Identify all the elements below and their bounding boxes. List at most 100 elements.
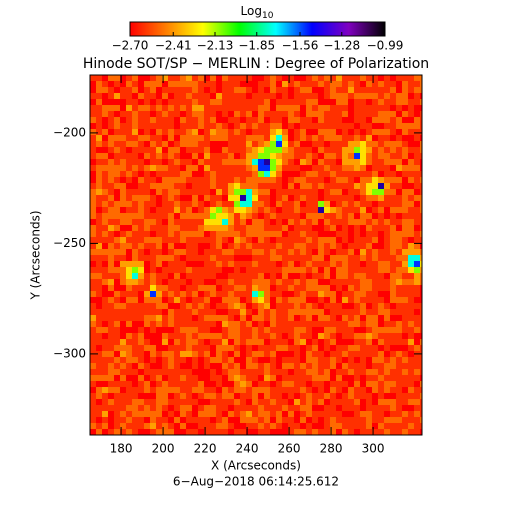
map-cell: [198, 159, 204, 165]
map-cell: [336, 357, 342, 363]
map-cell: [372, 405, 378, 411]
map-cell: [210, 153, 216, 159]
map-cell: [264, 225, 270, 231]
map-cell: [132, 303, 138, 309]
map-cell: [102, 393, 108, 399]
map-cell: [414, 219, 420, 225]
map-cell: [318, 303, 324, 309]
map-cell: [114, 303, 120, 309]
map-cell: [390, 189, 396, 195]
map-cell: [174, 351, 180, 357]
map-cell: [240, 321, 246, 327]
map-cell: [228, 261, 234, 267]
map-cell: [342, 273, 348, 279]
map-cell: [204, 111, 210, 117]
map-cell: [348, 99, 354, 105]
map-cell: [312, 111, 318, 117]
map-cell: [318, 93, 324, 99]
map-cell: [360, 129, 366, 135]
map-cell: [276, 285, 282, 291]
map-cell: [414, 369, 420, 375]
map-cell: [132, 273, 138, 279]
map-cell: [120, 339, 126, 345]
map-cell: [306, 177, 312, 183]
map-cell: [90, 267, 96, 273]
map-cell: [264, 393, 270, 399]
map-cell: [168, 189, 174, 195]
map-cell: [420, 129, 422, 135]
map-cell: [270, 105, 276, 111]
map-cell: [132, 207, 138, 213]
map-cell: [138, 237, 144, 243]
map-cell: [264, 105, 270, 111]
map-cell: [120, 201, 126, 207]
map-cell: [336, 417, 342, 423]
map-cell: [390, 303, 396, 309]
map-cell: [276, 171, 282, 177]
map-cell: [168, 321, 174, 327]
map-cell: [120, 111, 126, 117]
map-cell: [132, 291, 138, 297]
map-cell: [156, 183, 162, 189]
map-cell: [384, 195, 390, 201]
map-cell: [354, 141, 360, 147]
map-cell: [366, 237, 372, 243]
map-cell: [102, 375, 108, 381]
map-cell: [168, 177, 174, 183]
map-cell: [222, 381, 228, 387]
map-cell: [252, 123, 258, 129]
map-cell: [120, 207, 126, 213]
map-cell: [234, 291, 240, 297]
map-cell: [372, 147, 378, 153]
map-cell: [120, 411, 126, 417]
map-cell: [342, 75, 348, 81]
map-cell: [240, 345, 246, 351]
map-cell: [258, 87, 264, 93]
map-cell: [402, 261, 408, 267]
map-cell: [126, 201, 132, 207]
map-cell: [102, 411, 108, 417]
map-cell: [228, 291, 234, 297]
map-cell: [246, 339, 252, 345]
map-cell: [312, 309, 318, 315]
map-cell: [408, 75, 414, 81]
map-cell: [234, 381, 240, 387]
map-cell: [186, 405, 192, 411]
map-cell: [420, 171, 422, 177]
map-cell: [102, 171, 108, 177]
map-cell: [144, 417, 150, 423]
map-cell: [252, 81, 258, 87]
map-cell: [228, 297, 234, 303]
map-cell: [246, 255, 252, 261]
map-cell: [156, 267, 162, 273]
map-cell: [234, 321, 240, 327]
map-cell: [204, 129, 210, 135]
map-cell: [396, 417, 402, 423]
map-cell: [414, 105, 420, 111]
map-cell: [282, 339, 288, 345]
map-cell: [264, 315, 270, 321]
map-cell: [198, 195, 204, 201]
map-cell: [348, 369, 354, 375]
map-cell: [108, 117, 114, 123]
map-cell: [336, 381, 342, 387]
map-cell: [342, 111, 348, 117]
map-cell: [384, 237, 390, 243]
map-cell: [366, 369, 372, 375]
map-cell: [240, 369, 246, 375]
map-cell: [288, 87, 294, 93]
map-cell: [162, 195, 168, 201]
map-cell: [408, 159, 414, 165]
map-cell: [324, 99, 330, 105]
map-cell: [294, 345, 300, 351]
map-cell: [336, 261, 342, 267]
map-cell: [252, 333, 258, 339]
map-cell: [96, 81, 102, 87]
map-cell: [96, 219, 102, 225]
map-cell: [312, 279, 318, 285]
map-cell: [384, 249, 390, 255]
map-cell: [126, 141, 132, 147]
map-cell: [264, 189, 270, 195]
map-cell: [372, 297, 378, 303]
map-cell: [396, 345, 402, 351]
